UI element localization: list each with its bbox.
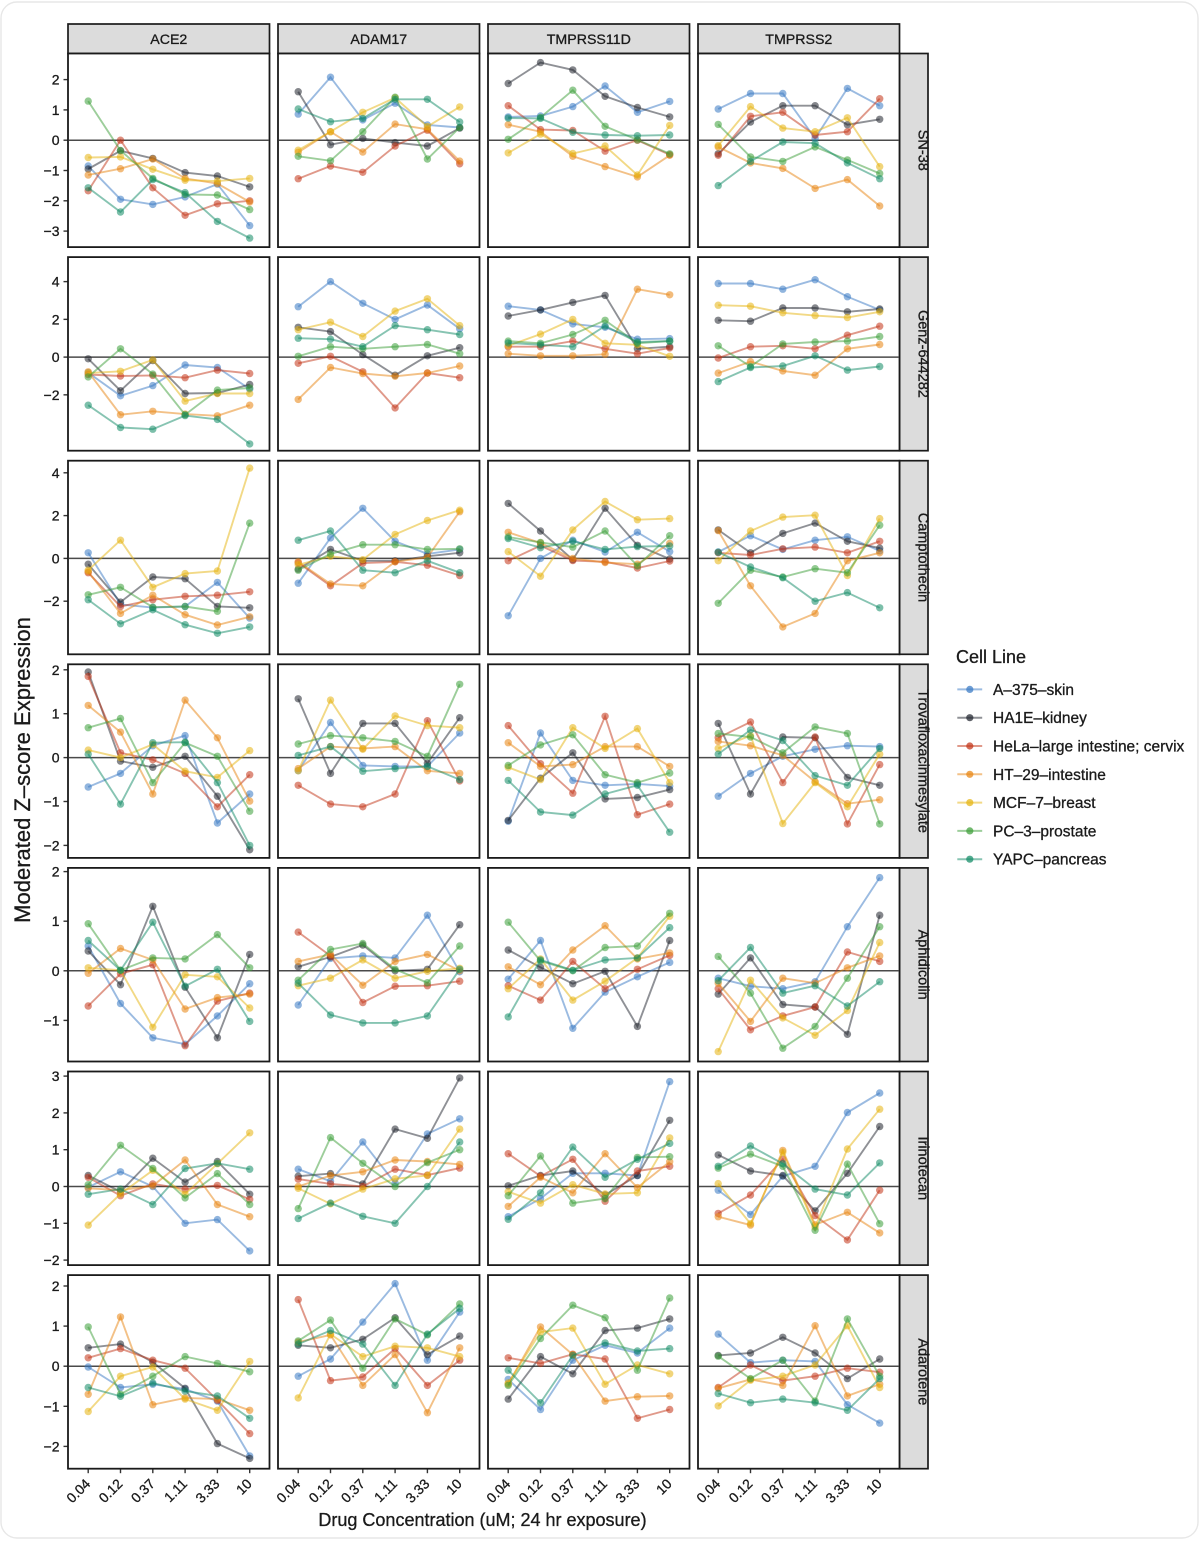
svg-text:Irinotecan: Irinotecan — [915, 1136, 931, 1200]
svg-text:Camptothecin: Camptothecin — [915, 513, 931, 602]
svg-text:0: 0 — [52, 963, 60, 979]
svg-text:PC–3–prostate: PC–3–prostate — [993, 823, 1096, 840]
svg-text:Trovafloxacinmesylate: Trovafloxacinmesylate — [915, 689, 931, 833]
svg-text:SN-38: SN-38 — [915, 130, 931, 171]
svg-text:A–375–skin: A–375–skin — [993, 682, 1074, 699]
svg-text:Drug Concentration (uM; 24 hr: Drug Concentration (uM; 24 hr exposure) — [318, 1510, 646, 1530]
svg-text:−1: −1 — [44, 1398, 60, 1414]
svg-text:−2: −2 — [44, 387, 60, 403]
svg-text:4: 4 — [52, 274, 60, 290]
svg-text:−1: −1 — [44, 1012, 60, 1028]
svg-text:−2: −2 — [44, 1252, 60, 1268]
svg-text:ADAM17: ADAM17 — [350, 32, 407, 48]
svg-text:ACE2: ACE2 — [150, 32, 187, 48]
svg-text:−2: −2 — [44, 593, 60, 609]
svg-text:−3: −3 — [44, 223, 60, 239]
svg-text:Genz-644282: Genz-644282 — [915, 310, 931, 398]
svg-text:−2: −2 — [44, 1438, 60, 1454]
svg-text:0: 0 — [52, 550, 60, 566]
svg-text:0: 0 — [52, 1179, 60, 1195]
svg-text:2: 2 — [52, 1278, 60, 1294]
svg-text:Aphidicolin: Aphidicolin — [915, 930, 931, 1000]
svg-text:2: 2 — [52, 508, 60, 524]
svg-text:2: 2 — [52, 72, 60, 88]
svg-text:HT–29–intestine: HT–29–intestine — [993, 767, 1106, 784]
svg-text:2: 2 — [52, 311, 60, 327]
svg-text:1: 1 — [52, 1142, 60, 1158]
svg-text:TMPRSS2: TMPRSS2 — [765, 32, 832, 48]
svg-text:−1: −1 — [44, 163, 60, 179]
svg-text:1: 1 — [52, 102, 60, 118]
svg-text:Adarotene: Adarotene — [915, 1338, 931, 1405]
svg-text:−2: −2 — [44, 193, 60, 209]
svg-text:TMPRSS11D: TMPRSS11D — [547, 32, 631, 48]
svg-text:1: 1 — [52, 913, 60, 929]
svg-text:−2: −2 — [44, 837, 60, 853]
svg-text:1: 1 — [52, 1318, 60, 1334]
svg-text:0: 0 — [52, 349, 60, 365]
svg-text:−1: −1 — [44, 1215, 60, 1231]
svg-text:MCF–7–breast: MCF–7–breast — [993, 795, 1096, 812]
svg-text:2: 2 — [52, 1105, 60, 1121]
svg-text:3: 3 — [52, 1068, 60, 1084]
svg-text:2: 2 — [52, 864, 60, 880]
svg-text:HeLa–large intestine; cervix: HeLa–large intestine; cervix — [993, 739, 1185, 756]
svg-text:Moderated Z–score Expression: Moderated Z–score Expression — [10, 617, 35, 923]
svg-text:4: 4 — [52, 465, 60, 481]
svg-text:YAPC–pancreas: YAPC–pancreas — [993, 852, 1107, 869]
svg-text:0: 0 — [52, 132, 60, 148]
svg-text:1: 1 — [52, 706, 60, 722]
svg-text:−1: −1 — [44, 794, 60, 810]
svg-text:2: 2 — [52, 662, 60, 678]
svg-text:Cell Line: Cell Line — [956, 647, 1026, 667]
svg-text:0: 0 — [52, 1358, 60, 1374]
svg-text:0: 0 — [52, 750, 60, 766]
svg-text:HA1E–kidney: HA1E–kidney — [993, 710, 1087, 727]
